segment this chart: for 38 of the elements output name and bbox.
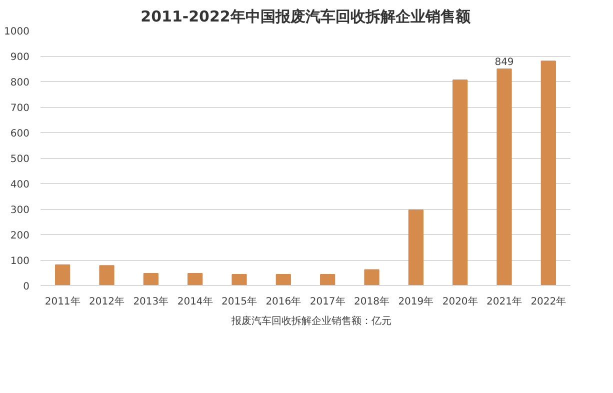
bar — [143, 273, 158, 286]
bar — [364, 269, 380, 286]
y-tick-label: 0 — [23, 282, 30, 292]
bar — [55, 264, 70, 286]
bar — [188, 273, 203, 286]
bar — [496, 68, 512, 286]
bar — [320, 274, 336, 286]
x-tick-label: 2018年 — [354, 296, 390, 308]
bar — [540, 60, 556, 286]
bar — [232, 274, 247, 286]
y-tick-label: 700 — [10, 103, 30, 114]
x-tick-label: 2016年 — [266, 296, 302, 308]
data-label: 849 — [494, 57, 514, 68]
y-tick-label: 800 — [10, 78, 30, 88]
x-tick-label: 2013年 — [133, 296, 169, 308]
y-tick-label: 600 — [10, 128, 30, 140]
text: 报废汽车回收拆解企业销售额：亿元 — [232, 314, 392, 328]
x-tick-label: 2015年 — [222, 296, 257, 308]
bar — [99, 265, 114, 286]
y-tick-label: 100 — [10, 256, 30, 267]
x-tick-label: 2014年 — [177, 296, 213, 308]
bar — [408, 210, 424, 286]
x-tick-label: 2012年 — [89, 296, 124, 308]
x-tick-label: 2020年 — [442, 296, 478, 308]
x-tick-label: 2019年 — [398, 296, 434, 308]
bar — [452, 79, 468, 286]
y-tick-label: 900 — [10, 52, 30, 63]
chart-title: 2011-2022年中国报废汽车回收拆解企业销售额 — [140, 8, 472, 26]
x-tick-label: 2022年 — [530, 296, 566, 308]
y-tick-label: 1000 — [4, 26, 30, 38]
y-tick-label: 200 — [10, 230, 30, 242]
y-tick-label: 500 — [10, 154, 30, 165]
x-tick-label: 2017年 — [310, 296, 346, 308]
x-tick-label: 2021年 — [486, 296, 522, 308]
y-tick-label: 300 — [10, 205, 30, 216]
x-tick-label: 2011年 — [44, 296, 80, 308]
y-tick-label: 400 — [10, 180, 30, 190]
bar — [276, 274, 291, 286]
